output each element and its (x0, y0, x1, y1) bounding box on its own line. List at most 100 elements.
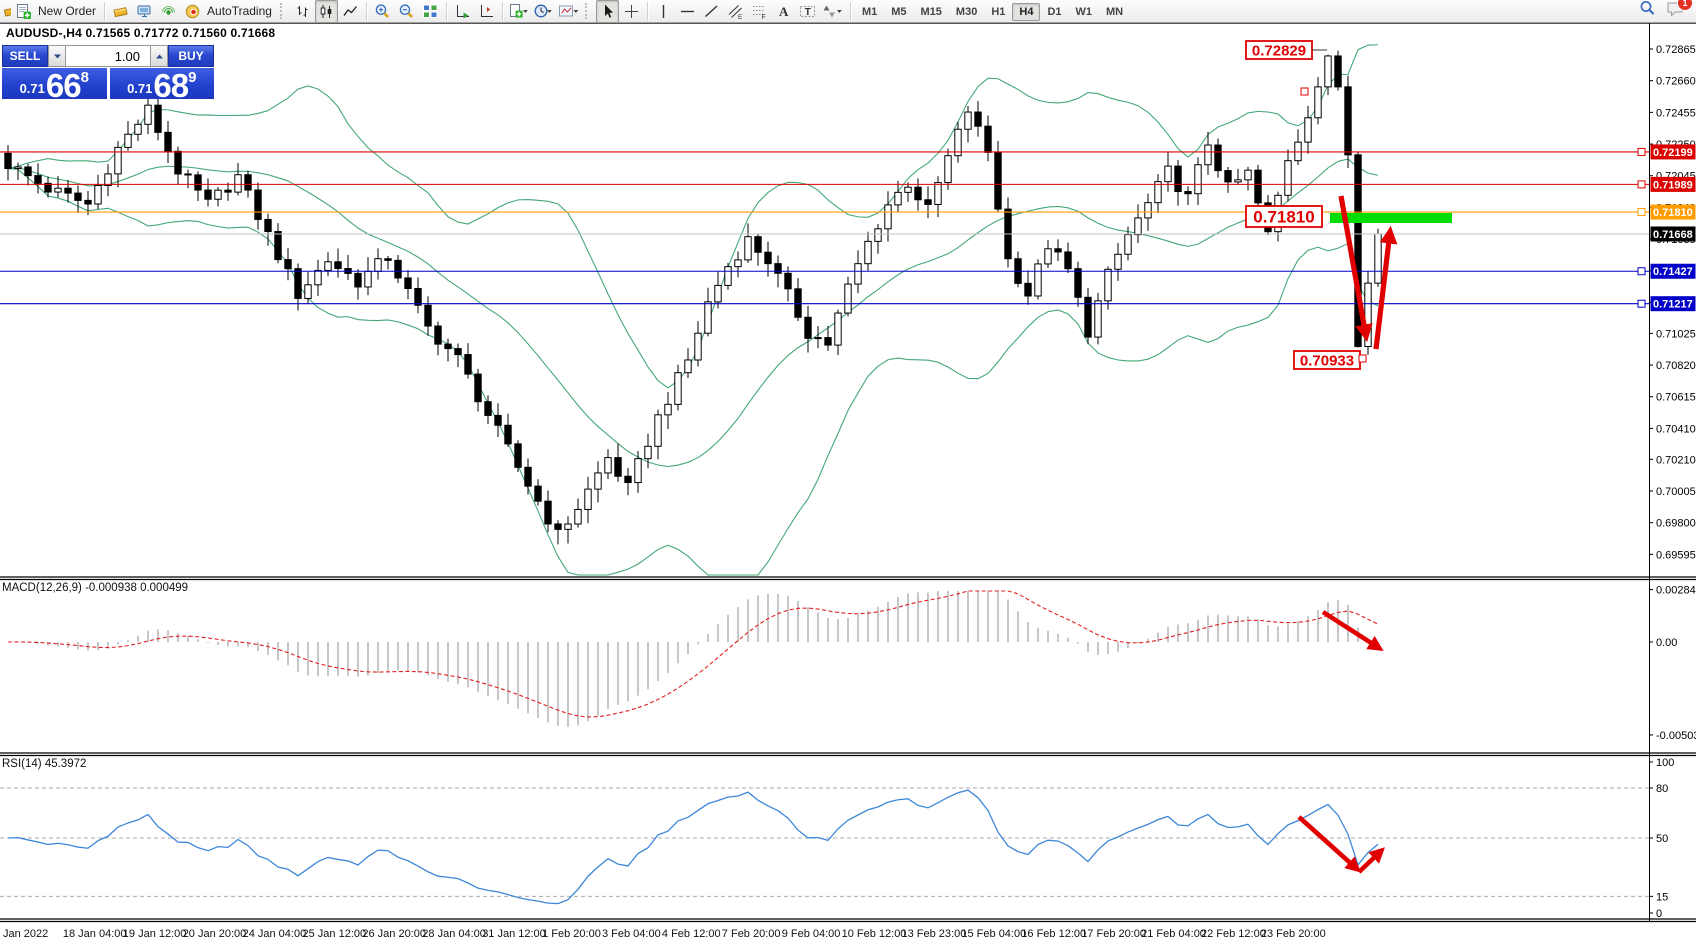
svg-text:9 Feb 04:00: 9 Feb 04:00 (782, 928, 841, 940)
autotrading-label[interactable]: AutoTrading (207, 4, 272, 18)
svg-text:80: 80 (1656, 783, 1668, 795)
auto-scroll-icon[interactable] (451, 0, 474, 23)
svg-text:0.72455: 0.72455 (1656, 107, 1696, 119)
new-order-label[interactable]: New Order (38, 4, 97, 18)
level-line-0.71989[interactable]: 0.71989 (0, 176, 1696, 192)
svg-text:20 Jan 20:00: 20 Jan 20:00 (183, 928, 247, 940)
svg-text:22 Feb 12:00: 22 Feb 12:00 (1201, 928, 1266, 940)
line-chart-icon[interactable] (339, 0, 362, 23)
level-line-0.71427[interactable]: 0.71427 (0, 263, 1696, 279)
sell-price-big: 66 (45, 68, 82, 99)
timeframe-button-m1[interactable]: M1 (861, 6, 878, 18)
svg-text:0.71989: 0.71989 (1653, 179, 1693, 191)
timeframe-button-m5[interactable]: M5 (891, 6, 907, 18)
search-icon[interactable] (1638, 0, 1658, 23)
chart-icon[interactable] (2, 3, 11, 20)
svg-text:15: 15 (1656, 891, 1668, 903)
gold-bars-icon[interactable] (109, 0, 132, 23)
arrows-icon[interactable] (820, 0, 846, 23)
text-label-icon[interactable]: T (796, 0, 819, 23)
bar-chart-icon[interactable] (291, 0, 314, 23)
svg-text:0.71810: 0.71810 (1653, 207, 1693, 219)
level-line-0.72199[interactable]: 0.72199 (0, 144, 1696, 160)
cursor-icon[interactable] (595, 0, 619, 23)
support-price-label[interactable]: 0.71810 (1245, 205, 1323, 228)
notifications-chat-icon[interactable]: 1 (1666, 0, 1693, 23)
svg-text:50: 50 (1656, 833, 1668, 845)
svg-text:0.70933: 0.70933 (1300, 352, 1354, 369)
buy-price-box[interactable]: 0.71 68 9 (109, 68, 214, 99)
svg-text:0.71427: 0.71427 (1653, 266, 1693, 278)
timeframe-button-h1[interactable]: H1 (991, 6, 1006, 18)
terminal-icon[interactable] (133, 0, 156, 23)
volume-down-button[interactable] (48, 45, 66, 67)
svg-text:0.70820: 0.70820 (1656, 360, 1696, 372)
macd-arrow[interactable] (1321, 610, 1384, 651)
zoom-in-icon[interactable] (371, 0, 394, 23)
level-line-0.71810[interactable]: 0.71810 (0, 204, 1696, 220)
autotrading-icon[interactable] (181, 0, 204, 23)
timeframe-button-mn[interactable]: MN (1106, 6, 1124, 18)
vertical-line-icon[interactable] (652, 0, 675, 23)
indicators-icon[interactable] (557, 0, 581, 23)
svg-text:T: T (805, 6, 811, 17)
level-line-0.71217[interactable]: 0.71217 (0, 296, 1696, 312)
templates-icon[interactable] (507, 0, 531, 23)
volume-up-button[interactable] (150, 45, 168, 67)
main-toolbar: New Order AutoTrading E F A T M (0, 0, 1696, 23)
svg-text:26 Jan 20:00: 26 Jan 20:00 (362, 928, 426, 940)
svg-text:0.72865: 0.72865 (1656, 44, 1696, 56)
svg-text:0.69595: 0.69595 (1656, 549, 1696, 561)
timeframe-button-h4[interactable]: H4 (1012, 3, 1041, 21)
one-click-trade-panel: SELL BUY 0.71 66 8 0.71 68 9 (2, 45, 214, 99)
volume-input[interactable] (66, 46, 150, 66)
swing-low-label[interactable]: 0.70933 (1293, 350, 1367, 370)
tile-windows-icon[interactable] (419, 0, 442, 23)
sell-price-box[interactable]: 0.71 66 8 (2, 68, 107, 99)
sell-button[interactable]: SELL (2, 45, 48, 67)
rsi-arrows[interactable] (1297, 815, 1385, 874)
svg-text:0.70615: 0.70615 (1656, 392, 1696, 404)
toolbar-grip (279, 3, 287, 19)
buy-button[interactable]: BUY (168, 45, 214, 67)
new-order-icon[interactable] (12, 0, 35, 23)
toolbar-grip (584, 3, 592, 19)
zoom-out-icon[interactable] (395, 0, 418, 23)
toolbar-separator (849, 1, 851, 21)
timeframe-button-w1[interactable]: W1 (1075, 6, 1093, 18)
svg-text:0.00: 0.00 (1656, 637, 1677, 649)
svg-text:0.72829: 0.72829 (1252, 42, 1306, 59)
timeframe-button-m15[interactable]: M15 (920, 6, 942, 18)
svg-text:21 Feb 04:00: 21 Feb 04:00 (1141, 928, 1206, 940)
timeframe-button-m30[interactable]: M30 (955, 6, 978, 18)
fibonacci-icon[interactable]: F (748, 0, 771, 23)
text-icon[interactable]: A (772, 0, 795, 23)
timeframe-button-d1[interactable]: D1 (1047, 6, 1062, 18)
channel-icon[interactable]: E (724, 0, 747, 23)
trend-arrows[interactable] (1338, 195, 1398, 350)
svg-text:13 Feb 23:00: 13 Feb 23:00 (902, 928, 967, 940)
crosshair-icon[interactable] (620, 0, 643, 23)
candlestick-chart-icon[interactable] (314, 0, 338, 23)
horizontal-line-icon[interactable] (676, 0, 699, 23)
toolbar-separator (445, 1, 447, 21)
trendline-icon[interactable] (700, 0, 723, 23)
swing-high-label[interactable]: 0.72829 (1245, 40, 1327, 96)
support-highlight-bar[interactable] (1330, 213, 1452, 223)
level-line-0.71668[interactable]: 0.71668 (0, 226, 1696, 242)
signals-icon[interactable] (157, 0, 180, 23)
svg-text:A: A (779, 4, 789, 19)
toolbar-separator (646, 1, 648, 21)
bollinger-bands (7, 44, 1379, 576)
buy-price-sup: 9 (188, 69, 197, 86)
svg-text:16 Feb 12:00: 16 Feb 12:00 (1021, 928, 1086, 940)
svg-text:0.71025: 0.71025 (1656, 328, 1696, 340)
svg-text:0.70410: 0.70410 (1656, 423, 1696, 435)
svg-text:-0.005032: -0.005032 (1656, 730, 1696, 742)
svg-text:0.002841: 0.002841 (1656, 585, 1696, 597)
periods-icon[interactable] (532, 0, 556, 23)
sell-price-prefix: 0.71 (19, 81, 45, 96)
chart-shift-icon[interactable] (475, 0, 498, 23)
